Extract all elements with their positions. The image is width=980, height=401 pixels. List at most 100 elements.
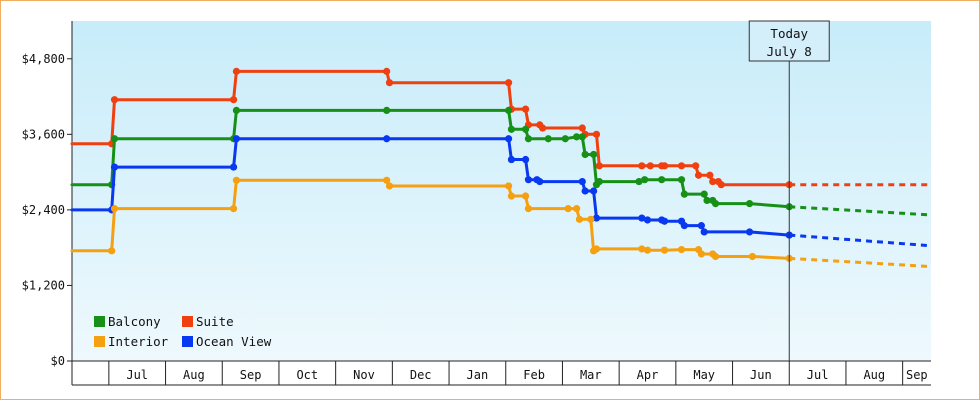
legend-item: Balcony (94, 314, 161, 329)
legend-item: Suite (182, 314, 234, 329)
data-point (581, 150, 589, 159)
data-point (646, 162, 654, 170)
data-point (748, 252, 756, 261)
series-interior (70, 176, 932, 269)
legend-label: Balcony (108, 314, 161, 329)
data-point (504, 182, 513, 190)
data-point (521, 125, 530, 133)
data-point (229, 205, 238, 213)
data-point (504, 106, 513, 115)
legend-swatch (182, 336, 193, 347)
data-point (581, 187, 589, 195)
y-tick-label: $4,800 (22, 52, 65, 66)
data-point (110, 205, 119, 213)
x-tick-label: Mar (580, 368, 602, 382)
series-forecast-line (789, 205, 932, 217)
data-point (677, 176, 686, 184)
data-point (232, 106, 241, 115)
data-point (229, 163, 238, 171)
y-tick-label: $2,400 (22, 203, 65, 217)
data-point (578, 177, 586, 186)
data-point (504, 79, 513, 87)
data-point (232, 135, 241, 143)
legend-item: Interior (94, 334, 169, 349)
x-tick-label: Dec (410, 368, 432, 382)
data-point (232, 67, 241, 75)
legend-swatch (94, 336, 105, 347)
data-point (385, 79, 394, 87)
data-point (524, 205, 533, 213)
data-point (504, 135, 513, 143)
data-point (578, 124, 586, 132)
data-point (521, 192, 530, 200)
data-point (539, 124, 547, 132)
data-point (706, 171, 714, 179)
x-tick-label: Sep (240, 368, 262, 382)
data-point (573, 133, 581, 141)
data-point (521, 155, 530, 164)
data-point (229, 96, 238, 104)
legend-swatch (94, 316, 105, 327)
data-point (578, 133, 586, 141)
data-point (590, 187, 598, 195)
x-tick-label: May (693, 368, 715, 382)
x-tick-label: Jul (126, 368, 148, 382)
legend-label: Ocean View (196, 334, 272, 349)
data-point (660, 246, 669, 254)
data-point (561, 135, 569, 143)
x-tick-label: Jan (467, 368, 489, 382)
data-point (595, 177, 603, 186)
data-point (592, 214, 601, 222)
data-point (524, 135, 533, 143)
today-box (748, 20, 830, 62)
data-point (641, 176, 649, 184)
data-point (717, 181, 725, 189)
data-point (680, 190, 688, 198)
x-tick-label: Nov (353, 368, 375, 382)
today-label: Today (770, 26, 808, 41)
data-point (536, 177, 544, 186)
data-point (385, 182, 394, 190)
x-tick-label: Feb (523, 368, 545, 382)
data-point (383, 67, 391, 75)
legend-swatch (182, 316, 193, 327)
data-point (383, 135, 391, 143)
data-point (660, 217, 669, 225)
data-point (700, 228, 708, 236)
x-tick-label: Apr (637, 368, 659, 382)
y-tick-label: $0 (51, 354, 65, 368)
today-date: July 8 (767, 44, 812, 59)
data-point (110, 96, 119, 104)
data-point (711, 199, 720, 208)
data-point (711, 252, 720, 261)
y-tick-label: $3,600 (22, 127, 65, 141)
data-point (643, 216, 652, 224)
data-point (694, 171, 703, 179)
data-point (232, 176, 241, 184)
data-point (383, 176, 391, 184)
data-point (643, 246, 652, 254)
data-point (592, 130, 601, 138)
plot-area (72, 21, 931, 361)
x-tick-label: Jul (807, 368, 829, 382)
data-point (592, 245, 601, 253)
data-point (573, 205, 581, 213)
data-point (521, 105, 530, 113)
y-tick-label: $1,200 (22, 278, 65, 292)
x-tick-label: Sep (906, 368, 928, 382)
data-point (677, 245, 686, 254)
data-point (575, 215, 584, 223)
data-point (108, 247, 116, 255)
data-point (110, 135, 119, 143)
data-point (703, 196, 711, 205)
legend-label: Suite (196, 314, 234, 329)
legend-label: Interior (108, 334, 169, 349)
data-point (680, 222, 688, 230)
data-point (595, 162, 603, 170)
data-point (507, 192, 516, 200)
data-point (638, 162, 646, 170)
legend-item: Ocean View (182, 334, 272, 349)
x-tick-label: Oct (296, 368, 318, 382)
